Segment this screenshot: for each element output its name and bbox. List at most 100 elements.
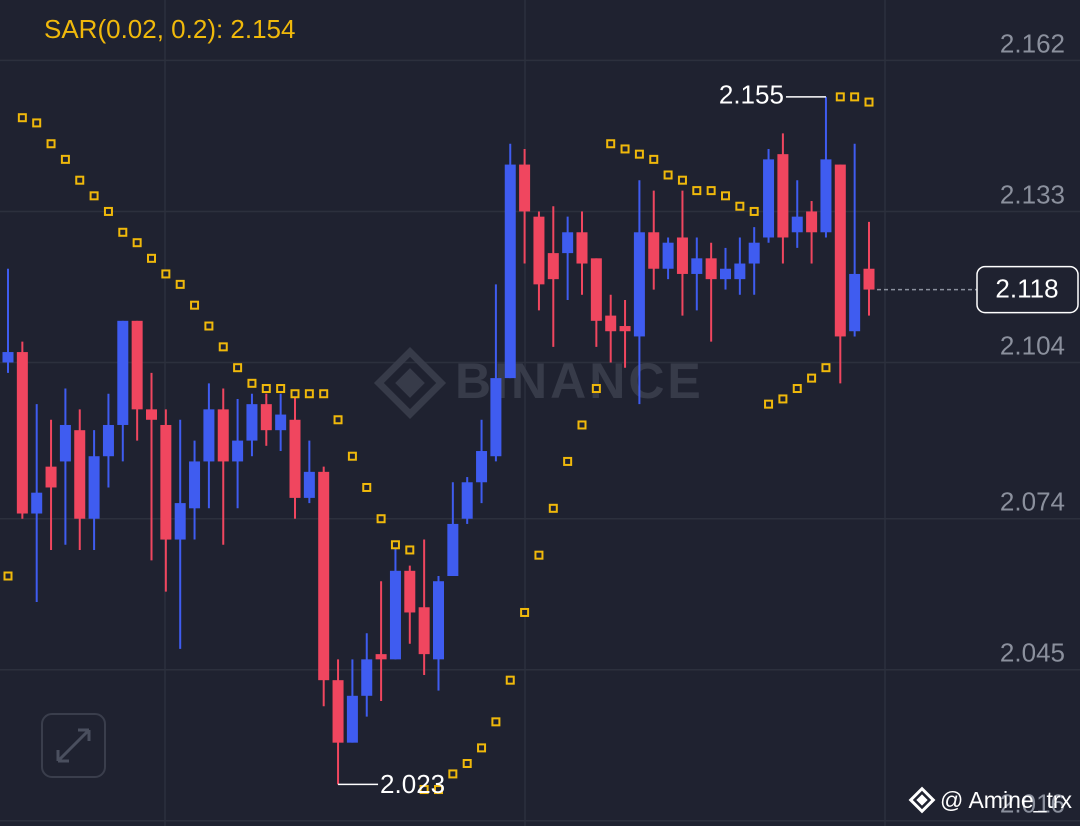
candle-body	[246, 404, 258, 441]
sar-dot	[634, 149, 644, 159]
sar-dot	[32, 118, 42, 128]
sar-dot	[333, 415, 343, 425]
candle-body	[476, 451, 488, 483]
sar-dot	[764, 399, 774, 409]
sar-dot	[505, 675, 515, 685]
sar-dot	[821, 363, 831, 373]
sar-dot	[261, 384, 271, 394]
expand-icon	[56, 728, 91, 763]
candle-body	[820, 159, 832, 233]
candle-body	[633, 232, 645, 337]
sar-dot	[735, 201, 745, 211]
candle-body	[232, 440, 244, 462]
y-tick-label: 2.016	[1000, 789, 1065, 819]
candle-body	[676, 237, 688, 274]
candle-body	[705, 258, 717, 280]
max-label: 2.155	[719, 80, 784, 110]
candle-body	[576, 232, 588, 264]
candle-body	[45, 466, 57, 488]
candle-body	[447, 523, 459, 577]
sar-dot	[850, 92, 860, 102]
sar-dot	[864, 97, 874, 107]
candle-body	[791, 216, 803, 233]
candle-body	[203, 409, 215, 462]
candle-body	[490, 378, 502, 457]
sar-dot	[591, 384, 601, 394]
sar-dot	[218, 342, 228, 352]
sar-dot	[835, 92, 845, 102]
sar-dot	[405, 545, 415, 555]
sar-dot	[147, 253, 156, 263]
sar-dot	[204, 321, 214, 331]
sar-dot	[276, 384, 286, 394]
candle-body	[619, 326, 631, 332]
sar-dot	[175, 279, 185, 289]
sar-dot	[103, 206, 113, 216]
sar-dot	[319, 389, 329, 399]
candle-body	[849, 273, 861, 332]
sar-dot	[419, 785, 429, 795]
candle-body	[461, 482, 473, 519]
min-label: 2.023	[380, 769, 445, 799]
candle-body	[404, 570, 416, 613]
sar-dot	[706, 186, 716, 196]
candle-body	[605, 315, 617, 332]
candle-body	[389, 570, 401, 660]
candle-body	[318, 471, 330, 681]
candle-body	[504, 164, 516, 379]
sar-dot	[792, 384, 802, 394]
candle-body	[662, 242, 674, 269]
candle-body	[418, 607, 430, 655]
candle-body	[146, 409, 157, 420]
candle-body	[289, 419, 301, 498]
candle-body	[88, 456, 100, 519]
sar-dot	[75, 175, 85, 185]
candle-body	[763, 159, 775, 238]
candle-body	[748, 242, 760, 264]
candle-body	[590, 258, 602, 321]
credit-logo	[908, 786, 936, 814]
sar-dot	[606, 139, 616, 149]
candle-body	[16, 352, 28, 514]
candle-body	[260, 404, 272, 431]
sar-dot	[563, 456, 573, 466]
candle-body	[102, 424, 114, 457]
sar-dot	[778, 394, 788, 404]
sar-dot	[534, 550, 544, 560]
candle-body	[361, 659, 373, 696]
candle-body	[59, 424, 71, 462]
expand-frame[interactable]	[41, 713, 106, 778]
candle-body	[777, 154, 789, 238]
sar-dot	[290, 389, 300, 399]
sar-dot	[17, 113, 27, 123]
sar-dot	[60, 154, 70, 164]
candle-body	[806, 211, 818, 233]
candle-body	[375, 654, 387, 660]
sar-dot	[247, 378, 257, 388]
candle-body	[332, 680, 344, 743]
candle-body	[346, 695, 358, 743]
sar-dot	[46, 139, 56, 149]
y-tick-label: 2.074	[1000, 487, 1065, 517]
sar-dot	[548, 503, 558, 513]
credit: @ Amine_trx	[908, 786, 1073, 814]
sar-dot	[462, 759, 472, 769]
sar-dot	[376, 514, 386, 524]
sar-dot	[721, 191, 730, 201]
candle-body	[519, 164, 531, 212]
expand-button[interactable]	[41, 713, 106, 778]
candle-body	[720, 268, 731, 280]
sar-dot	[132, 238, 142, 248]
candle-body	[217, 409, 229, 462]
candle-body	[547, 253, 559, 280]
grid: 2.162 2.133 2.104 2.074 2.045 2.016	[0, 28, 1080, 822]
sar-dot	[347, 451, 357, 461]
candle-body	[174, 503, 186, 540]
sar-dot	[663, 170, 673, 180]
candle-body	[691, 258, 703, 274]
candle-body	[863, 268, 875, 290]
sar-dot	[390, 540, 400, 550]
sar-dot	[304, 389, 314, 399]
